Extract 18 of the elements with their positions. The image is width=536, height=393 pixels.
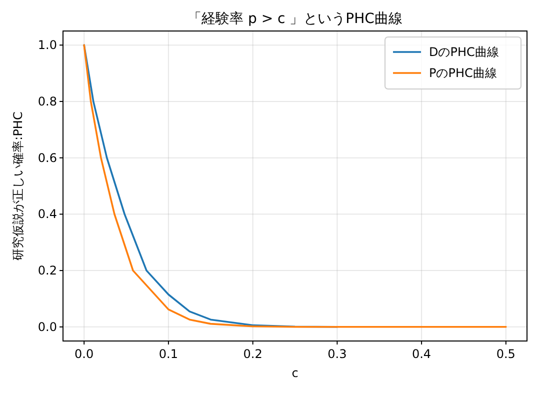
y-tick-label: 0.8 <box>38 94 57 108</box>
y-tick-label: 0.4 <box>38 207 57 222</box>
x-tick-label: 0.2 <box>243 347 262 361</box>
x-tick-label: 0.1 <box>158 347 178 361</box>
x-axis-title: c <box>292 366 298 380</box>
x-tick-label: 0.4 <box>412 347 432 361</box>
y-tick-label: 0.6 <box>38 150 57 165</box>
y-tick-label: 0.0 <box>38 320 57 334</box>
chart-title: 「経験率 p > c 」というPHC曲線 <box>188 11 402 27</box>
legend-label: PのPHC曲線 <box>429 66 497 80</box>
y-tick-label: 0.2 <box>38 264 57 278</box>
x-tick-label: 0.5 <box>496 347 516 361</box>
y-tick-label: 1.0 <box>38 38 57 52</box>
x-tick-label: 0.0 <box>74 347 94 361</box>
y-axis-title: 研究仮説が正しい確率:PHC <box>11 112 25 260</box>
line-series <box>83 44 507 328</box>
x-tick-label: 0.3 <box>328 347 347 361</box>
legend-label: DのPHC曲線 <box>429 45 499 59</box>
